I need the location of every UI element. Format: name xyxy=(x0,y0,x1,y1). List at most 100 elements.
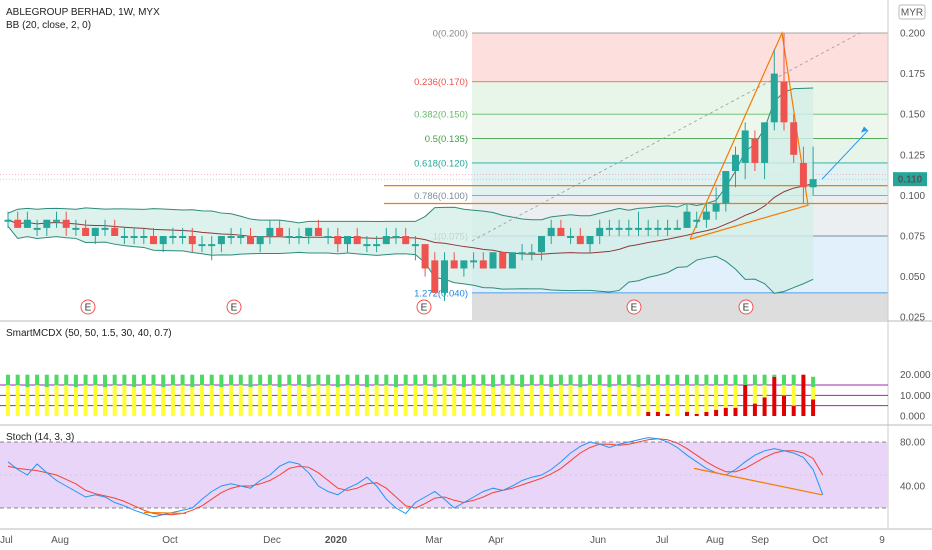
earnings-marker-label: E xyxy=(421,303,428,314)
smi-bar-yellow xyxy=(539,385,544,416)
smi-bar-green xyxy=(219,374,224,388)
smi-bar-green xyxy=(811,376,816,388)
candle-body xyxy=(761,122,769,163)
smi-indicator-label: SmartMCDX (50, 50, 1.5, 30, 40, 0.7) xyxy=(6,328,172,339)
smi-bar-yellow xyxy=(617,385,622,416)
price-pane: 0(0.200) 0.236(0.170) 0.382(0.150) 0.5(0.13… xyxy=(0,7,888,320)
smi-bar-yellow xyxy=(374,385,379,416)
candle-body xyxy=(82,227,90,236)
smi-bar-yellow xyxy=(384,385,389,416)
smi-bar-green xyxy=(432,374,437,388)
candle-body xyxy=(120,236,128,238)
bb-indicator-label: BB (20, close, 2, 0) xyxy=(6,20,91,31)
fib-label: 0.236(0.170) xyxy=(414,77,468,88)
smi-bar-yellow xyxy=(248,387,253,416)
smi-bar-red xyxy=(714,409,719,416)
candle-body xyxy=(664,227,672,230)
stoch-tick-label: 80.00 xyxy=(900,438,925,449)
smi-bar-green xyxy=(510,374,515,386)
candle-body xyxy=(654,227,662,230)
candle-body xyxy=(489,252,497,269)
smi-bar-yellow xyxy=(93,385,98,416)
fib-label: 0.786(0.100) xyxy=(414,191,468,202)
smi-bar-yellow xyxy=(452,385,457,416)
candle-body xyxy=(208,244,216,247)
candle-body xyxy=(528,252,536,255)
smi-bar-yellow xyxy=(267,385,272,416)
smi-bar-yellow xyxy=(54,385,59,416)
smi-bar-yellow xyxy=(752,385,757,404)
time-tick-label: 9 xyxy=(879,535,885,546)
candle-body xyxy=(450,260,458,269)
fib-label: 1.272(0.040) xyxy=(414,288,468,299)
smi-bar-green xyxy=(267,374,272,386)
smi-bar-green xyxy=(500,374,505,386)
smi-bar-red xyxy=(743,385,748,416)
time-tick-label: Sep xyxy=(751,535,769,546)
candle-body xyxy=(508,252,516,269)
smi-bar-yellow xyxy=(180,385,185,416)
divergence-line xyxy=(693,467,823,496)
candle-body xyxy=(179,236,187,238)
smi-bar-green xyxy=(423,374,428,386)
candle-body xyxy=(547,227,555,236)
candle-body xyxy=(169,236,177,238)
smi-bar-yellow xyxy=(229,385,234,416)
smi-bar-green xyxy=(772,374,777,377)
smi-bar-green xyxy=(345,374,350,386)
smi-bar-green xyxy=(25,374,30,388)
candle-body xyxy=(615,227,623,230)
smi-bar-yellow xyxy=(714,385,719,410)
smi-bar-yellow xyxy=(306,387,311,416)
candle-body xyxy=(683,211,691,228)
candle-body xyxy=(324,236,332,238)
smi-pane: SmartMCDX (50, 50, 1.5, 30, 40, 0.7) 20.0… xyxy=(0,328,931,423)
smi-bar-green xyxy=(103,374,107,388)
candle-body xyxy=(363,244,371,247)
earnings-marker-label: E xyxy=(743,303,750,314)
smi-bar-green xyxy=(549,374,554,388)
candle-body xyxy=(227,236,235,238)
smi-bar-yellow xyxy=(588,385,592,416)
time-tick-label: Oct xyxy=(812,535,828,546)
smi-bar-green xyxy=(374,374,379,386)
smi-bar-yellow xyxy=(520,387,525,416)
candle-body xyxy=(799,162,807,188)
candle-body xyxy=(4,219,12,222)
smi-bar-yellow xyxy=(6,385,10,416)
smi-bar-yellow xyxy=(297,385,301,416)
smi-bar-yellow xyxy=(151,385,156,416)
smi-bar-green xyxy=(326,374,331,386)
smi-bar-yellow xyxy=(471,385,476,416)
smi-bar-red xyxy=(762,397,767,416)
candle-body xyxy=(538,236,545,253)
smi-bar-yellow xyxy=(25,387,30,416)
smi-bar-green xyxy=(316,374,321,386)
candle-body xyxy=(101,227,109,230)
candle-body xyxy=(596,227,604,236)
smi-bar-green xyxy=(607,374,612,388)
projection-arrow-head xyxy=(861,126,868,133)
price-tick-label: 0.175 xyxy=(900,69,925,80)
earnings-marker xyxy=(738,299,754,315)
earnings-marker-label: E xyxy=(85,303,92,314)
fib-zone xyxy=(472,162,888,196)
candle-body xyxy=(392,236,400,238)
smi-bar-yellow xyxy=(141,385,146,416)
smi-bar-green xyxy=(782,374,786,386)
smi-bar-red xyxy=(752,403,757,416)
candle-body xyxy=(276,227,284,236)
smi-bar-yellow xyxy=(432,387,437,416)
smi-bar-yellow xyxy=(578,387,583,416)
bb-upper-line xyxy=(7,87,814,224)
candle-body xyxy=(421,244,429,269)
smi-bar-yellow xyxy=(326,385,331,416)
smi-bar-yellow xyxy=(733,385,738,408)
smi-bar-green xyxy=(568,374,573,386)
candle-body xyxy=(140,236,148,238)
earnings-marker xyxy=(226,299,242,315)
smi-bar-yellow xyxy=(364,387,369,416)
smi-bar-yellow xyxy=(345,385,350,416)
price-now-label: 0.110 xyxy=(898,175,923,186)
